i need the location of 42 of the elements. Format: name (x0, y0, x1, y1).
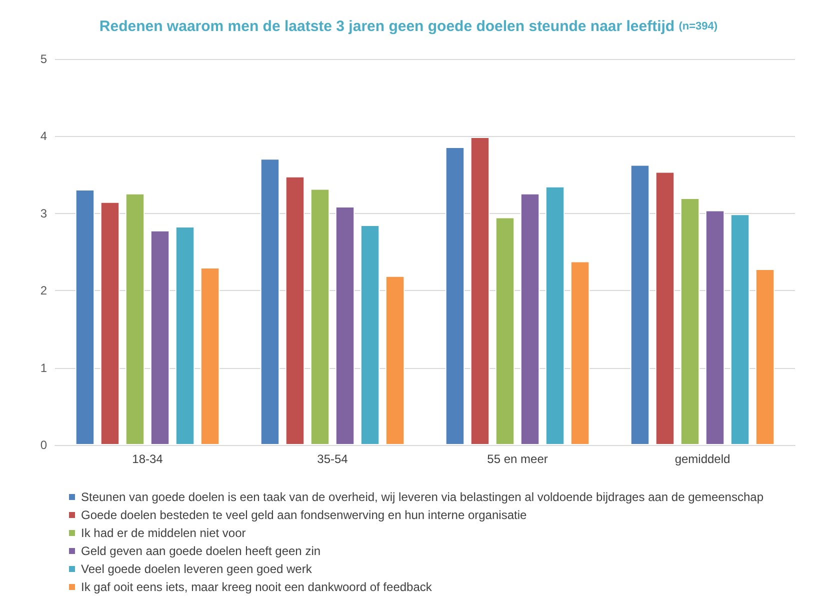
x-tick-label: 35-54 (317, 452, 348, 466)
bar (730, 214, 750, 445)
y-tick-label: 5 (40, 52, 48, 66)
bar (360, 224, 380, 445)
bar (655, 172, 675, 445)
bar (755, 268, 775, 445)
bar (520, 193, 540, 445)
y-tick-label: 2 (40, 284, 48, 298)
bar (200, 267, 220, 445)
bar (100, 202, 120, 445)
legend-label: Goede doelen besteden te veel geld aan fondsenwerving en hun interne organisatie (81, 508, 527, 522)
legend-label: Veel goede doelen leveren geen goed werk (81, 562, 313, 576)
y-tick-label: 1 (40, 360, 48, 375)
bar (310, 188, 330, 445)
bar (495, 217, 515, 445)
legend-label: Ik had er de middelen niet voor (81, 526, 246, 540)
bar (260, 158, 280, 445)
bar (570, 261, 590, 445)
legend-label: Steunen van goede doelen is een taak van de overheid, wij leveren via belastingen al voldoende bijdrages aan de gemeenschap (81, 490, 764, 504)
x-tick-label: 55 en meer (487, 452, 548, 466)
y-tick-label: 0 (40, 438, 48, 452)
bar (705, 210, 725, 445)
bar (470, 136, 490, 445)
x-tick-label: 18-34 (132, 452, 164, 466)
bar (385, 276, 405, 445)
bar (445, 147, 465, 445)
chart-title: Redenen waarom men de laatste 3 jaren geen goede doelen steunde naar leeftijd (99, 18, 679, 35)
bar (335, 206, 355, 445)
bar (630, 164, 650, 445)
chart-subtitle: (n=394) (678, 20, 718, 32)
bar (285, 176, 305, 445)
bar (150, 230, 170, 445)
bar (175, 226, 195, 445)
y-tick-label: 3 (40, 206, 48, 220)
bar (680, 198, 700, 445)
x-tick-label: gemiddeld (674, 452, 730, 466)
bar (75, 189, 95, 445)
bar (125, 193, 145, 445)
legend-label: Geld geven aan goede doelen heeft geen zin (81, 544, 321, 558)
y-tick-label: 4 (40, 129, 48, 144)
legend-label: Ik gaf ooit eens iets, maar kreeg nooit een dankwoord of feedback (81, 580, 433, 594)
bar (545, 186, 565, 445)
